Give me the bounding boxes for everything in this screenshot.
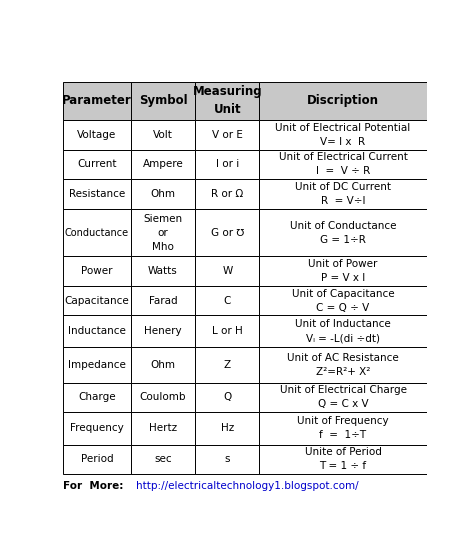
Text: Hertz: Hertz [149, 424, 177, 434]
Text: Measuring
Unit: Measuring Unit [192, 85, 262, 116]
Text: C: C [224, 296, 231, 306]
Bar [63, 209, 131, 256]
Bar [131, 209, 195, 256]
Text: s: s [225, 454, 230, 464]
Bar [259, 150, 427, 179]
Text: R or Ω: R or Ω [211, 189, 244, 199]
Text: Unit of Frequency
f  =  1÷T: Unit of Frequency f = 1÷T [297, 416, 389, 440]
Text: Inductance: Inductance [68, 326, 126, 336]
Text: Coulomb: Coulomb [140, 393, 186, 403]
Text: I or i: I or i [216, 160, 239, 170]
Text: Unit of Electrical Potential
V= I x  R: Unit of Electrical Potential V= I x R [275, 123, 410, 147]
Text: Symbol: Symbol [139, 95, 187, 107]
Bar [195, 286, 259, 315]
Bar [63, 179, 131, 209]
Text: Unit of Capacitance
C = Q ÷ V: Unit of Capacitance C = Q ÷ V [292, 289, 394, 312]
Text: Conductance: Conductance [65, 227, 129, 237]
Bar [195, 209, 259, 256]
Text: http://electricaltechnology1.blogspot.com/: http://electricaltechnology1.blogspot.co… [137, 480, 359, 490]
Bar [195, 179, 259, 209]
Bar [195, 315, 259, 348]
Bar [63, 286, 131, 315]
Bar [259, 286, 427, 315]
Text: Volt: Volt [153, 130, 173, 140]
Bar [63, 348, 131, 383]
Text: Resistance: Resistance [69, 189, 125, 199]
Bar [63, 82, 131, 120]
Text: Unit of Electrical Current
I  =  V ÷ R: Unit of Electrical Current I = V ÷ R [279, 152, 408, 176]
Bar [131, 120, 195, 150]
Text: L or H: L or H [212, 326, 243, 336]
Bar [259, 179, 427, 209]
Bar [259, 120, 427, 150]
Text: Farad: Farad [149, 296, 177, 306]
Text: Unit of Electrical Charge
Q = C x V: Unit of Electrical Charge Q = C x V [280, 385, 407, 409]
Bar [259, 209, 427, 256]
Bar [259, 256, 427, 286]
Text: Henery: Henery [144, 326, 182, 336]
Bar [259, 383, 427, 412]
Text: Unit of Inductance
Vₗ = -L(di ÷dt): Unit of Inductance Vₗ = -L(di ÷dt) [295, 320, 391, 344]
Text: V or E: V or E [212, 130, 243, 140]
Bar [195, 445, 259, 474]
Bar [63, 120, 131, 150]
Bar [195, 256, 259, 286]
Bar [63, 150, 131, 179]
Bar [131, 150, 195, 179]
Text: Unit of AC Resistance
Z²=R²+ X²: Unit of AC Resistance Z²=R²+ X² [287, 353, 399, 377]
Bar [195, 383, 259, 412]
Text: Hz: Hz [221, 424, 234, 434]
Bar [259, 82, 427, 120]
Bar [259, 445, 427, 474]
Text: Watts: Watts [148, 266, 178, 276]
Text: W: W [222, 266, 232, 276]
Bar [259, 348, 427, 383]
Text: Power: Power [81, 266, 113, 276]
Text: Period: Period [81, 454, 113, 464]
Bar [131, 286, 195, 315]
Text: Impedance: Impedance [68, 360, 126, 370]
Bar [131, 348, 195, 383]
Text: Z: Z [224, 360, 231, 370]
Bar [259, 412, 427, 445]
Bar [131, 82, 195, 120]
Text: Unit of Power
P = V x I: Unit of Power P = V x I [309, 259, 378, 283]
Bar [195, 120, 259, 150]
Text: Unit of Conductance
G = 1÷R: Unit of Conductance G = 1÷R [290, 221, 396, 245]
Bar [131, 256, 195, 286]
Bar [131, 445, 195, 474]
Text: Discription: Discription [307, 95, 379, 107]
Text: Unite of Period
T = 1 ÷ f: Unite of Period T = 1 ÷ f [305, 448, 382, 471]
Text: Q: Q [223, 393, 231, 403]
Text: Voltage: Voltage [77, 130, 117, 140]
Text: Siemen
or
Mho: Siemen or Mho [144, 214, 182, 251]
Text: Unit of DC Current
R  = V÷I: Unit of DC Current R = V÷I [295, 182, 391, 206]
Bar [195, 82, 259, 120]
Bar [131, 412, 195, 445]
Bar [63, 445, 131, 474]
Text: Charge: Charge [78, 393, 116, 403]
Text: G or ℧: G or ℧ [210, 227, 244, 237]
Bar [63, 256, 131, 286]
Bar [63, 383, 131, 412]
Bar [131, 179, 195, 209]
Bar [131, 383, 195, 412]
Bar [63, 315, 131, 348]
Text: Ohm: Ohm [151, 189, 175, 199]
Text: Frequency: Frequency [70, 424, 124, 434]
Bar [131, 315, 195, 348]
Bar [195, 412, 259, 445]
Text: Capacitance: Capacitance [64, 296, 129, 306]
Text: Ampere: Ampere [143, 160, 183, 170]
Bar [195, 150, 259, 179]
Text: sec: sec [154, 454, 172, 464]
Bar [195, 348, 259, 383]
Text: Parameter: Parameter [62, 95, 132, 107]
Bar [259, 315, 427, 348]
Bar [63, 412, 131, 445]
Text: Current: Current [77, 160, 117, 170]
Text: Ohm: Ohm [151, 360, 175, 370]
Text: For  More:: For More: [63, 480, 123, 490]
